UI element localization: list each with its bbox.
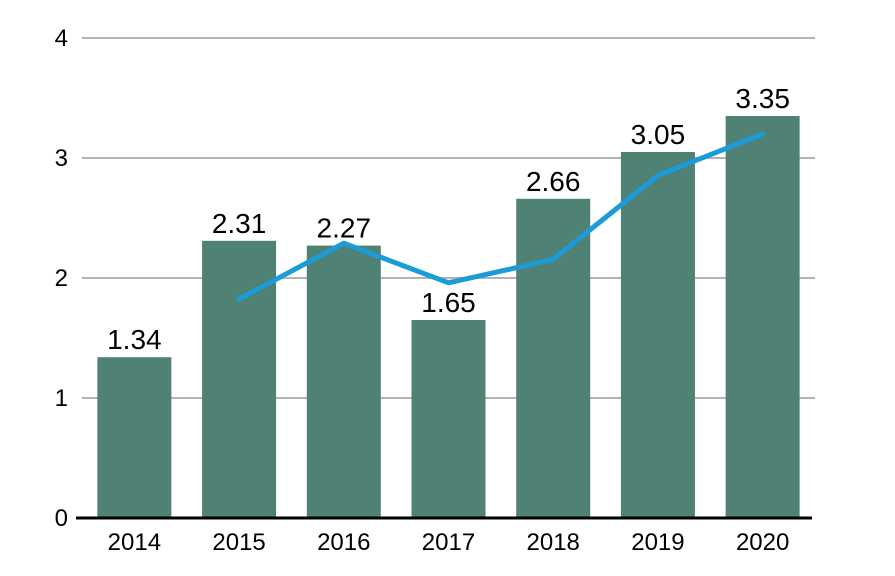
bar-value-label: 2.66 [526,166,581,197]
y-tick-label: 0 [55,505,68,532]
x-tick-label: 2014 [108,529,161,556]
bar-2018 [516,198,591,519]
bar-2017 [411,320,486,518]
bar-2014 [97,357,172,518]
trend-line [236,131,766,302]
bar-value-label: 2.31 [212,208,267,239]
y-tick-label: 2 [55,265,68,292]
y-tick-label: 1 [55,385,68,412]
y-tick-label: 4 [55,25,68,52]
x-tick-label: 2017 [422,529,475,556]
x-tick-label: 2020 [736,529,789,556]
x-tick-label: 2019 [631,529,684,556]
bar-value-label: 1.65 [421,287,476,318]
bar-value-label: 3.35 [735,83,790,114]
x-tick-label: 2015 [212,529,265,556]
bar-2020 [725,116,800,518]
x-tick-label: 2018 [527,529,580,556]
bar-value-label: 1.34 [107,324,162,355]
y-tick-label: 3 [55,145,68,172]
bar-value-label: 3.05 [631,119,686,150]
bar-2016 [306,245,381,518]
bar-2019 [620,152,695,518]
x-tick-label: 2016 [317,529,370,556]
bar-value-label: 2.27 [317,213,372,244]
